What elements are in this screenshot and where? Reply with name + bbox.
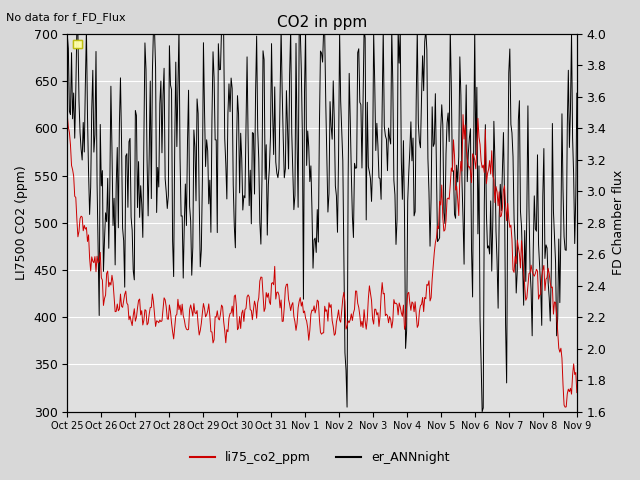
- Legend: : [73, 39, 82, 48]
- Text: No data for f_FD_Flux: No data for f_FD_Flux: [6, 12, 126, 23]
- Y-axis label: FD Chamber flux: FD Chamber flux: [612, 170, 625, 276]
- Legend: li75_co2_ppm, er_ANNnight: li75_co2_ppm, er_ANNnight: [186, 446, 454, 469]
- Title: CO2 in ppm: CO2 in ppm: [277, 15, 367, 30]
- Y-axis label: LI7500 CO2 (ppm): LI7500 CO2 (ppm): [15, 166, 28, 280]
